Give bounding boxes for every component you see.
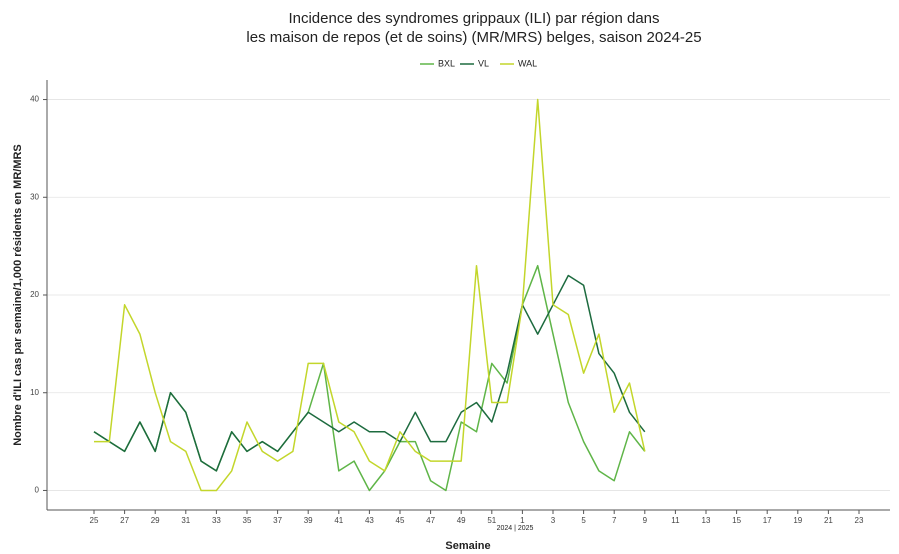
x-tick-label: 5 [581,516,586,525]
y-tick-label: 20 [30,290,39,299]
x-tick-label: 15 [732,516,741,525]
x-tick-label: 47 [426,516,435,525]
x-tick-label: 29 [151,516,160,525]
y-axis-label: Nombre d'ILI cas par semaine/1,000 résid… [12,144,24,446]
x-tick-label: 3 [551,516,556,525]
legend-label: BXL [438,58,455,68]
x-tick-label: 1 [520,516,525,525]
x-tick-label: 45 [396,516,405,525]
x-tick-label: 27 [120,516,129,525]
x-tick-label: 43 [365,516,374,525]
chart-title: Incidence des syndromes grippaux (ILI) p… [288,10,659,27]
x-tick-label: 17 [763,516,772,525]
x-tick-label: 25 [90,516,99,525]
x-tick-label: 35 [243,516,252,525]
x-tick-label: 13 [702,516,711,525]
x-tick-label: 21 [824,516,833,525]
x-tick-label: 41 [334,516,343,525]
legend-label: WAL [518,58,537,68]
x-tick-label: 19 [793,516,802,525]
x-tick-label: 11 [671,516,680,525]
y-tick-label: 0 [35,486,40,495]
x-tick-label: 31 [181,516,190,525]
x-tick-label: 33 [212,516,221,525]
x-tick-label: 9 [643,516,648,525]
y-tick-label: 10 [30,388,39,397]
x-tick-label: 51 [487,516,496,525]
x-axis-label: Semaine [445,540,490,552]
y-tick-label: 30 [30,192,39,201]
x-tick-label: 37 [273,516,282,525]
x-tick-label: 49 [457,516,466,525]
chart-title: les maison de repos (et de soins) (MR/MR… [246,29,701,46]
legend-label: VL [478,58,489,68]
x-tick-label: 7 [612,516,617,525]
x-tick-label: 23 [855,516,864,525]
x-tick-label: 39 [304,516,313,525]
y-tick-label: 40 [30,95,39,104]
series-line [93,264,646,492]
year-annotation: 2024 | 2025 [497,525,534,532]
series-line [94,98,646,492]
